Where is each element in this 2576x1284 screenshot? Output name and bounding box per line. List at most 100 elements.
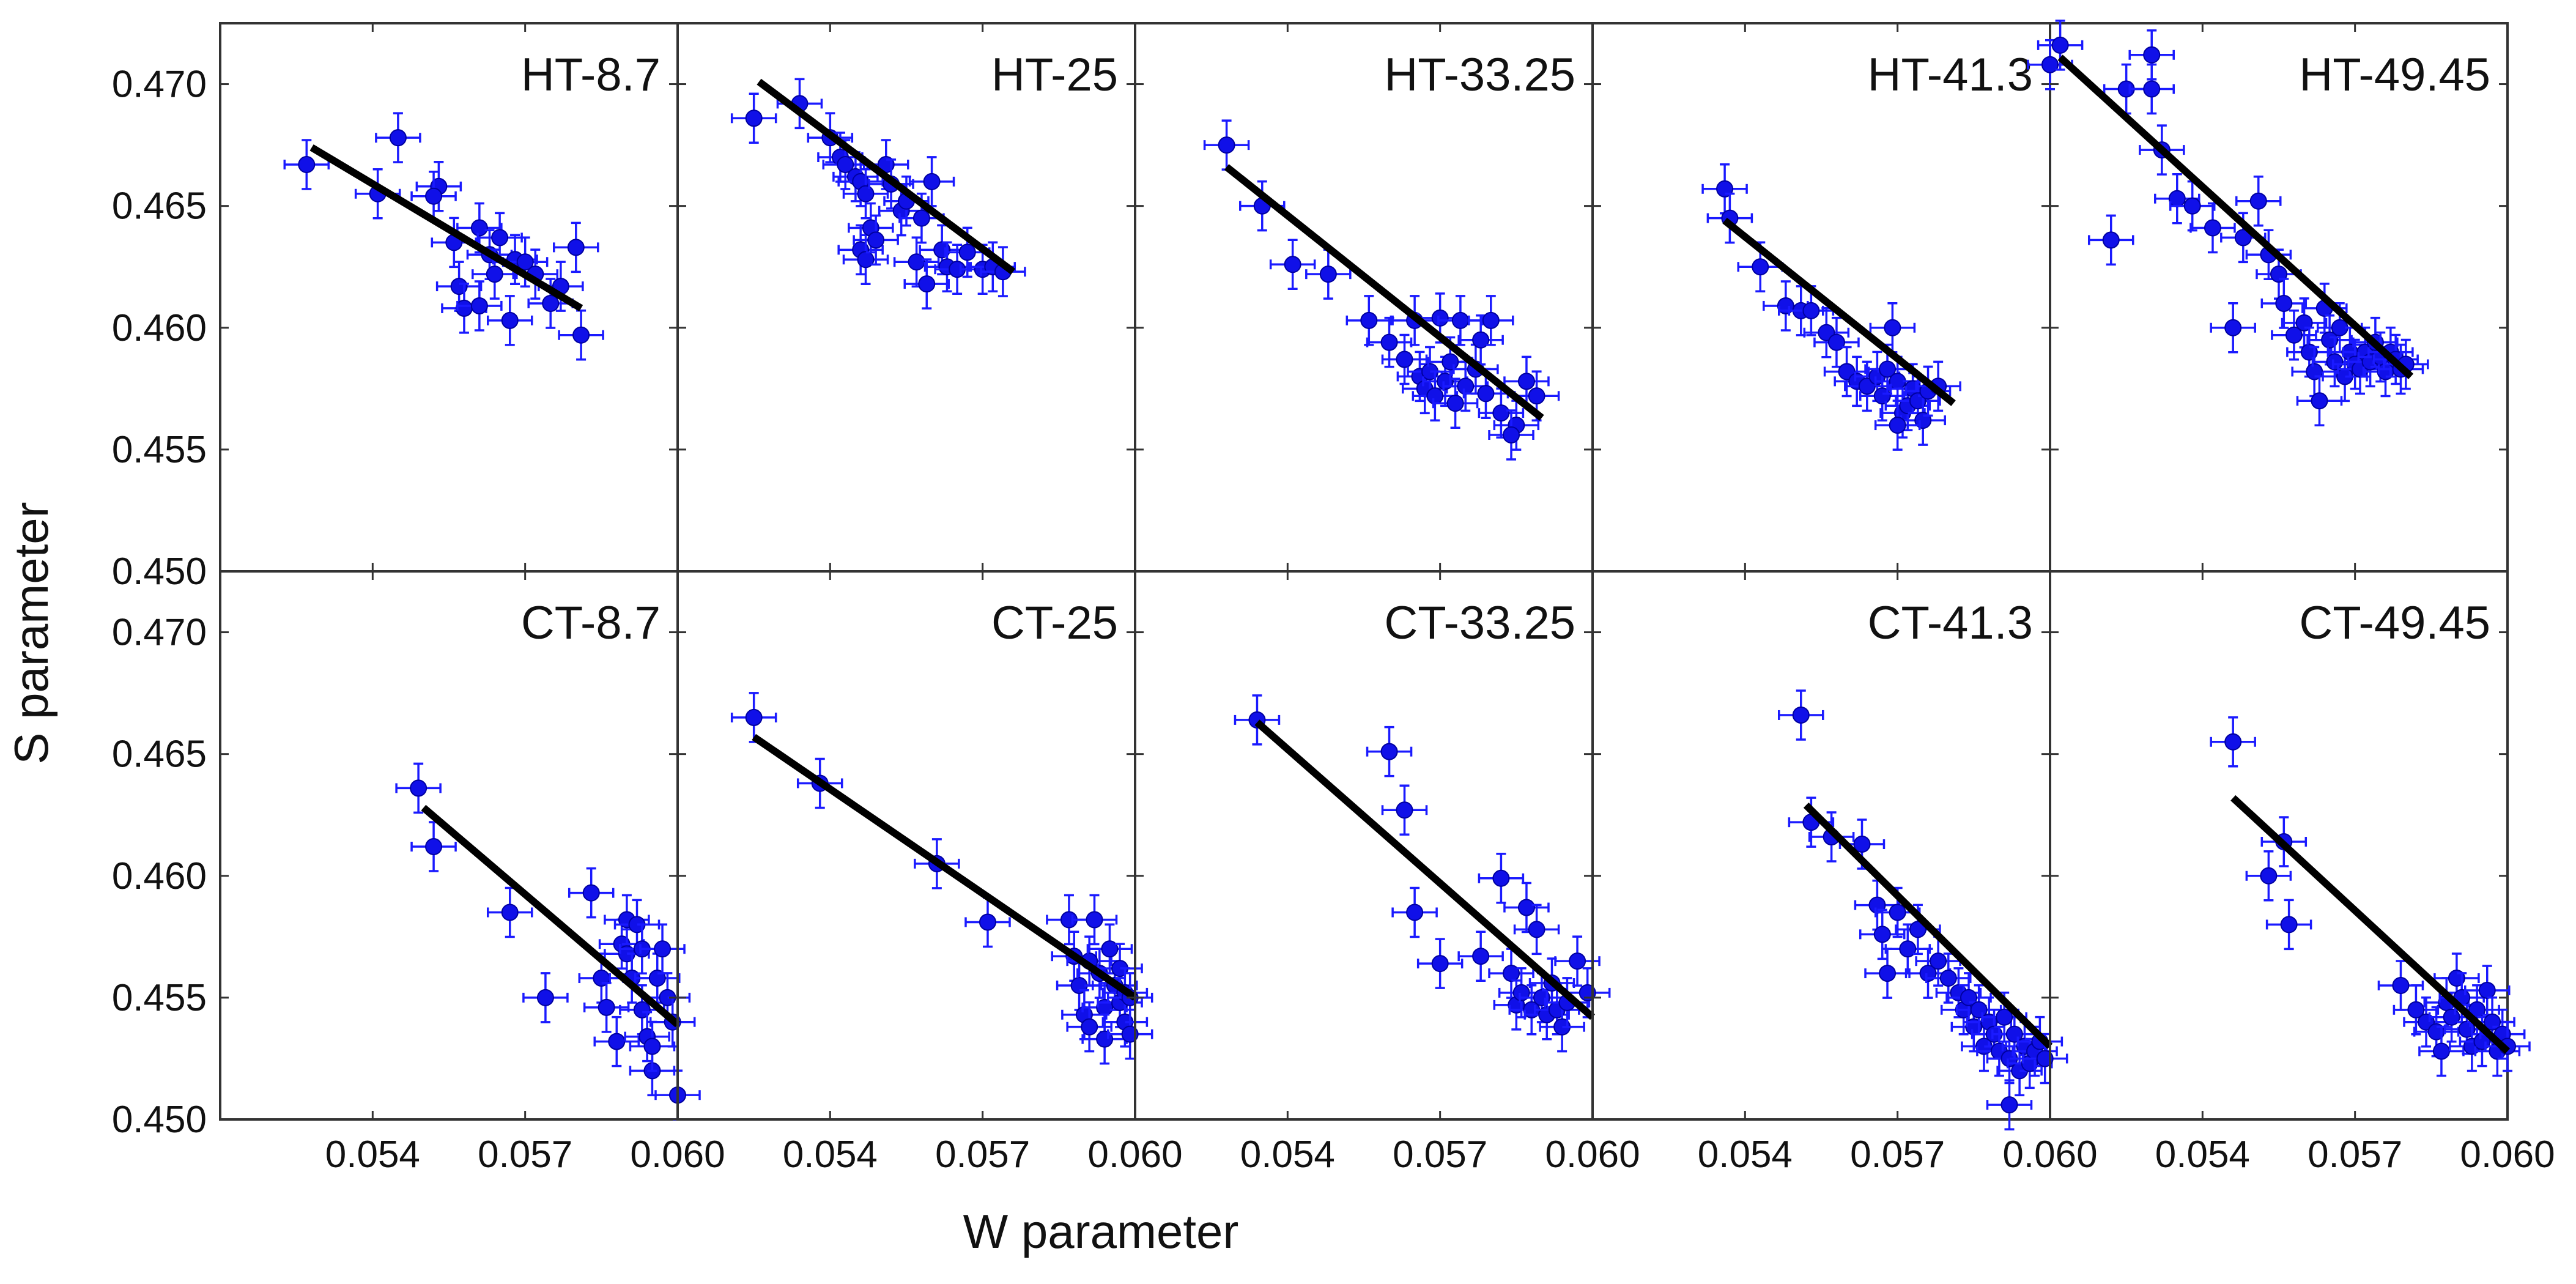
data-point [1539,1001,1585,1053]
panel-title: CT-8.7 [521,597,661,649]
data-point [1823,346,1870,398]
data-point [2235,175,2282,227]
scatter-marker [1792,706,1810,724]
scatter-marker [608,1033,626,1050]
scatter-marker [857,185,875,202]
scatter-marker [1528,921,1545,938]
scatter-marker [1446,395,1464,412]
scatter-marker [912,209,930,227]
scatter-marker [1569,952,1586,970]
scatter-marker [2392,976,2410,994]
scatter-marker [2234,229,2252,247]
panel-title: CT-49.45 [2299,597,2490,649]
scatter-marker [1457,377,1475,395]
panel-frame [219,570,679,1121]
scatter-marker [1431,309,1449,327]
scatter-marker [1939,970,1957,987]
scatter-marker [1451,311,1469,329]
scatter-marker [1396,801,1413,819]
scatter-marker [2204,219,2221,237]
panel-frame [676,22,1136,573]
data-point [2210,302,2256,354]
data-point [593,1015,640,1067]
data-point [2265,899,2312,951]
scatter-marker [1380,333,1398,351]
scatter-marker [1884,319,1901,336]
scatter-marker [389,129,407,147]
scatter-marker [2321,331,2339,349]
scatter-marker [2143,80,2161,98]
data-point [1488,948,1534,999]
data-point [283,139,330,190]
y-tick-label: 0.470 [112,64,207,106]
panel-title: HT-25 [991,49,1118,101]
x-tick-label: 0.054 [2155,1134,2250,1176]
y-axis-label: S parameter [4,502,58,764]
data-point [486,886,533,938]
data-point [1071,894,1118,946]
data-point [1457,314,1504,366]
data-point [1778,689,1824,741]
data-point [410,821,457,872]
panel-title: CT-25 [991,597,1118,649]
x-tick-label: 0.060 [630,1134,725,1176]
x-tick-label: 0.057 [935,1134,1030,1176]
scatter-marker [501,311,519,329]
scatter-marker [1899,940,1917,958]
data-point [2464,965,2511,1016]
scatter-marker [455,299,473,317]
data-point [2260,278,2308,329]
scatter-marker [2168,190,2186,207]
scatter-marker [1086,911,1103,929]
data-point [1468,295,1514,346]
data-point [553,221,599,273]
data-point [375,112,421,163]
data-point [456,202,503,254]
fit-line [757,78,1016,275]
data-point [1915,935,1961,987]
panel-CT-25: CT-25 [676,570,1153,1121]
scatter-marker [908,253,925,271]
data-point [2418,1025,2465,1077]
scatter-marker [598,998,615,1016]
scatter-marker [1472,331,1490,349]
panel-HT-49.45: HT-49.45 [2027,20,2509,573]
panel-CT-41.3: CT-41.3 [1591,570,2068,1130]
data-point [1203,119,1250,171]
scatter-marker [1431,955,1449,973]
scatter-marker [1503,965,1520,982]
scatter-marker [298,155,316,173]
data-point [435,261,483,312]
scatter-marker [486,265,503,283]
data-point [522,972,569,1023]
data-point [893,236,940,288]
data-point [1488,409,1534,461]
x-tick-label: 0.057 [1393,1134,1487,1176]
data-point [1864,948,1911,999]
scatter-marker [2102,231,2120,249]
data-point [1503,355,1550,407]
data-point [2169,180,2216,232]
panel-title: HT-41.3 [1868,49,2033,101]
fit-line [1803,803,2053,1049]
fit-line [421,804,680,1028]
data-point [456,280,503,332]
data-point [1432,377,1479,429]
data-point [730,692,777,743]
panels-layer: HT-8.7 HT-25 HT-33.25 HT-41.3 HT-49.45 CT-8.7… [219,20,2531,1130]
scatter-marker [867,231,885,249]
data-point [568,867,615,919]
scatter-marker [516,253,534,271]
scatter-marker [501,904,519,921]
y-tick-label: 0.450 [112,1099,207,1141]
scatter-marker [2280,916,2298,933]
scatter-marker [425,837,443,855]
data-point [898,192,945,244]
panel-title: CT-33.25 [1384,597,1575,649]
x-tick-label: 0.057 [478,1134,572,1176]
scatter-marker [1889,904,1906,921]
scatter-marker [1879,965,1897,982]
panel-frame [2049,570,2509,1121]
data-point [923,241,971,292]
scatter-marker [1889,417,1906,434]
